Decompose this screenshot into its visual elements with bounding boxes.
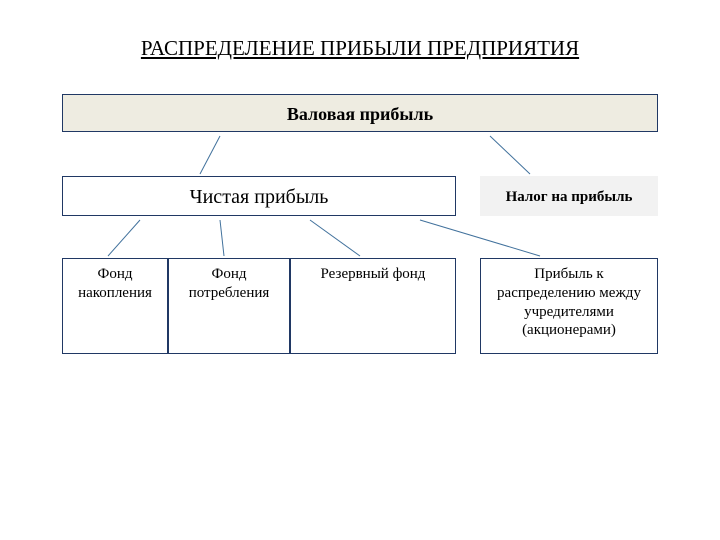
node-accumulation-fund: Фонд накопления — [62, 258, 168, 354]
node-reserve-fund: Резервный фонд — [290, 258, 456, 354]
node-reserve-fund-label: Резервный фонд — [321, 265, 426, 284]
node-tax-label: Налог на прибыль — [506, 188, 633, 207]
node-accumulation-fund-label: Фонд накопления — [67, 265, 163, 303]
node-distribution-label: Прибыль к распределению между учредителя… — [485, 265, 653, 340]
node-gross-profit: Валовая прибыль — [62, 94, 658, 132]
diagram-canvas: РАСПРЕДЕЛЕНИЕ ПРИБЫЛИ ПРЕДПРИЯТИЯ Валова… — [0, 0, 720, 540]
node-tax: Налог на прибыль — [480, 176, 658, 216]
node-consumption-fund-label: Фонд потребления — [173, 265, 285, 303]
node-distribution: Прибыль к распределению между учредителя… — [480, 258, 658, 354]
diagram-title: РАСПРЕДЕЛЕНИЕ ПРИБЫЛИ ПРЕДПРИЯТИЯ — [0, 36, 720, 61]
node-consumption-fund: Фонд потребления — [168, 258, 290, 354]
node-gross-profit-label: Валовая прибыль — [287, 103, 433, 126]
node-net-profit-label: Чистая прибыль — [190, 185, 329, 210]
node-net-profit: Чистая прибыль — [62, 176, 456, 216]
